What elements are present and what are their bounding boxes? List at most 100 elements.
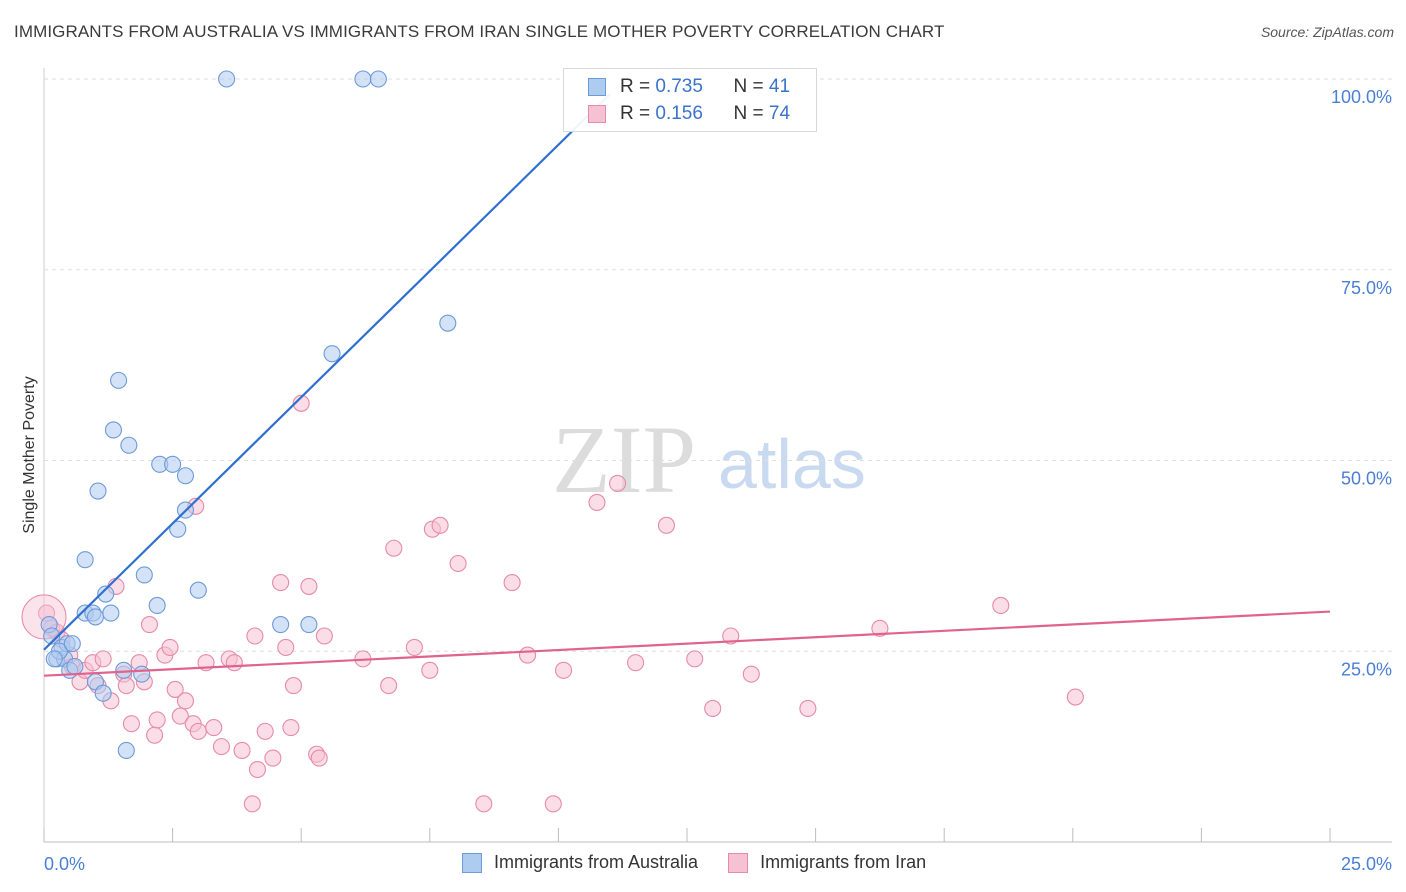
australia-point-9 [76,551,94,569]
iran-point-49 [380,677,398,695]
iran-point-31 [212,738,231,756]
series-legend-australia: Immigrants from Australia [462,852,698,873]
iran-point-44 [300,577,318,595]
iran-point-51 [405,638,423,656]
iran-point-70 [871,619,889,637]
australia-point-39 [63,635,81,653]
iran-r-value: 0.156 [655,103,703,124]
australia-r-value: 0.735 [655,76,703,97]
correlation-legend: R = 0.735 N = 41 R = 0.156 N = 74 [563,68,817,132]
iran-point-50 [385,539,403,557]
australia-point-27 [169,520,187,538]
australia-point-35 [354,70,372,88]
iran-point-15 [122,715,140,733]
iran-point-18 [140,615,159,634]
iran-point-19 [146,726,164,744]
australia-point-24 [148,596,166,615]
australia-legend-label: Immigrants from Australia [494,852,699,872]
iran-point-38 [264,749,282,767]
australia-point-31 [218,70,236,88]
australia-n-value: 41 [768,76,791,97]
iran-point-47 [315,627,333,645]
australia-point-26 [164,455,182,473]
australia-point-30 [189,581,207,599]
australia-point-33 [300,615,318,634]
australia-point-1 [43,627,61,645]
iran-point-72 [1066,688,1084,706]
iran-point-39 [272,574,290,592]
iran-point-33 [233,741,251,759]
iran-point-37 [256,722,274,740]
iran-point-71 [992,596,1010,615]
australia-point-16 [102,604,120,622]
iran-point-60 [554,661,573,679]
iran-point-59 [544,795,562,813]
gridlines [44,78,1392,652]
australia-point-15 [97,585,115,603]
series-legend-iran: Immigrants from Iran [728,852,926,873]
iran-point-22 [161,638,179,656]
watermark-zip: ZIP [552,406,696,513]
australia-points [40,70,457,759]
series-legend: Immigrants from Australia Immigrants fro… [462,852,956,873]
iran-legend-label: Immigrants from Iran [760,852,927,872]
iran-point-64 [657,516,675,534]
iran-trendline [43,610,1331,677]
australia-point-40 [45,650,63,668]
watermark-atlas: atlas [718,425,866,503]
australia-point-18 [110,371,128,389]
iran-point-43 [292,394,310,412]
australia-point-34 [323,345,341,363]
x-axis-ticks [43,828,1331,842]
iran-n-label: N = [733,103,764,124]
iran-point-14 [117,677,135,695]
australia-swatch [588,78,606,96]
iran-point-46 [310,749,328,767]
iran-point-34 [243,795,261,813]
iran-point-42 [284,677,303,695]
iran-point-67 [722,627,740,645]
iran-point-61 [588,493,606,512]
y-axis-label: Single Mother Poverty [21,376,38,533]
iran-point-20 [148,711,166,729]
x-tick-label-max: 25.0% [1341,854,1392,874]
australia-n-label: N = [733,76,764,97]
australia-point-14 [94,684,112,702]
iran-point-24 [171,707,189,725]
iran-point-73 [225,654,243,672]
australia-point-12 [89,482,107,500]
iran-point-58 [518,646,537,664]
iran-points [21,394,1084,813]
australia-legend-swatch [462,852,482,873]
iran-r-label: R = [620,103,651,124]
australia-point-7 [66,657,84,676]
iran-swatch [588,105,606,123]
iran-n-value: 74 [768,103,791,124]
y-tick-label-100: 100.0% [1331,87,1392,107]
source-credit: Source: ZipAtlas.com [1260,24,1394,40]
chart-title: IMMIGRANTS FROM AUSTRALIA VS IMMIGRANTS … [14,22,945,41]
trendlines [43,93,1331,677]
iran-point-41 [282,718,300,737]
legend-row-iran: R = 0.156 N = 74 [588,102,790,126]
iran-point-25 [176,692,195,710]
iran-point-54 [431,516,449,534]
australia-point-21 [120,436,138,454]
australia-r-label: R = [620,76,651,97]
iran-point-52 [421,661,439,679]
iran-point-10 [94,650,112,668]
australia-point-17 [104,421,122,439]
iran-point-63 [627,654,645,672]
iran-point-30 [205,718,223,737]
iran-point-57 [503,574,521,592]
legend-row-australia: R = 0.735 N = 41 [588,75,790,99]
australia-point-22 [133,665,151,683]
iran-point-68 [742,665,760,683]
australia-point-36 [369,70,387,88]
australia-point-20 [117,741,135,759]
iran-point-23 [166,680,184,698]
y-axis-tick-labels: 25.0% 50.0% 75.0% 100.0% [1331,87,1392,679]
iran-legend-swatch [728,852,749,873]
y-tick-label-25: 25.0% [1341,659,1392,679]
iran-point-66 [704,699,722,718]
